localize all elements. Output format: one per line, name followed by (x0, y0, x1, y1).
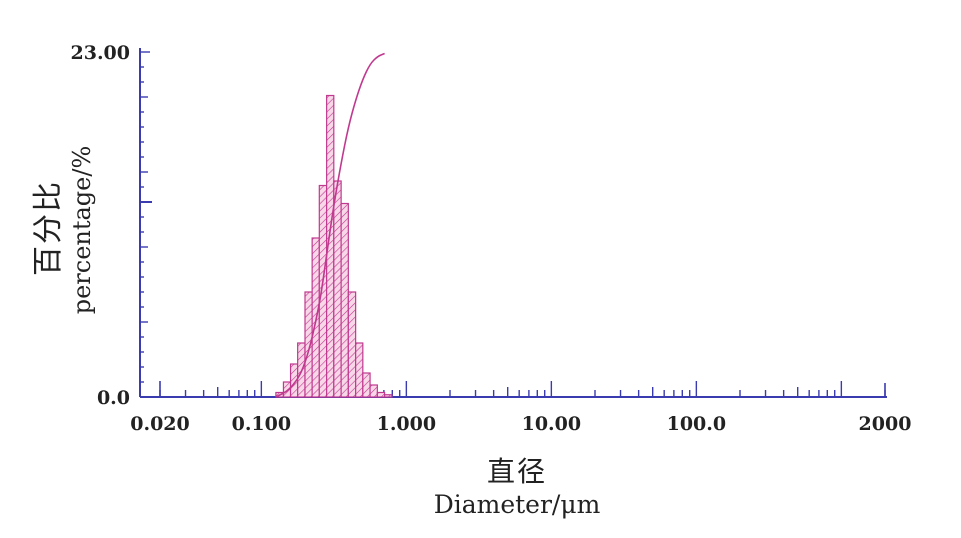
histogram-bar (347, 291, 357, 398)
histogram-bar (362, 372, 371, 398)
histogram-bar (333, 180, 342, 398)
x-tick-label: 0.100 (232, 413, 292, 435)
histogram-bar (355, 342, 364, 398)
x-axis-title: Diameter/μm (433, 490, 601, 519)
y-tick-label: 0.0 (97, 387, 130, 409)
histogram-bar (318, 184, 328, 398)
x-axis-title-cn: 直径 (486, 455, 548, 488)
y-axis-title: percentage/% (68, 145, 96, 315)
y-axis-title-cn: 百分比 (31, 180, 66, 276)
x-tick-label: 1.000 (377, 413, 437, 435)
histogram-bar (376, 391, 386, 398)
histogram-bar (340, 202, 349, 398)
x-tick-label: 10.00 (522, 413, 582, 435)
x-tick-label: 100.0 (667, 413, 727, 435)
cumulative-curve (275, 52, 385, 398)
y-tick-label: 23.00 (71, 42, 131, 64)
x-tick-label: 2000 (859, 413, 912, 435)
x-tick-label: 0.020 (130, 413, 190, 435)
histogram-bar (384, 394, 393, 398)
histogram-bar (369, 384, 378, 398)
